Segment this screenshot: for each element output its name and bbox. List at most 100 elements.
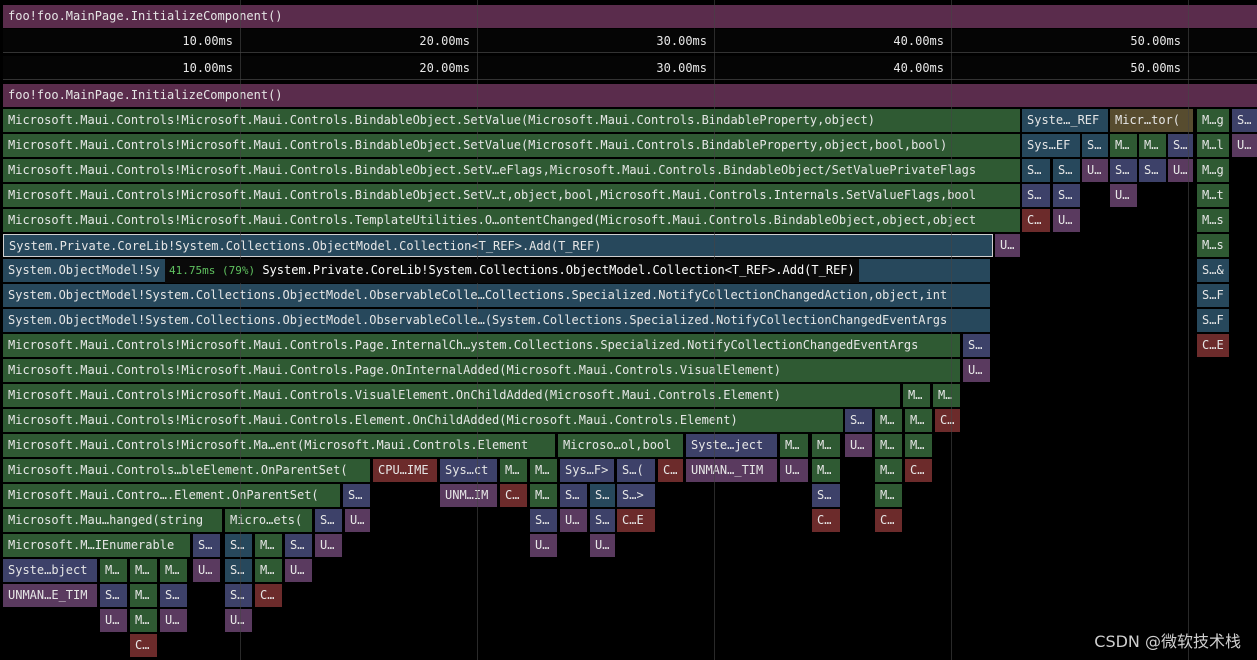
frame[interactable]: C…E (617, 509, 655, 532)
frame[interactable]: U… (1053, 209, 1080, 232)
frame[interactable]: S… (1022, 159, 1050, 182)
frame[interactable]: S… (1082, 134, 1108, 157)
frame[interactable]: C… (875, 509, 902, 532)
frame[interactable]: M… (255, 559, 282, 582)
frame[interactable]: Microsoft.M…IEnumerable (3, 534, 190, 557)
frame[interactable]: U… (285, 559, 312, 582)
frame[interactable]: CPU…IME (373, 459, 437, 482)
frame[interactable]: S… (590, 484, 615, 507)
frame[interactable]: Microsoft.Maui.Controls!Microsoft.Maui.C… (3, 159, 1020, 182)
frame[interactable]: M… (1139, 134, 1166, 157)
frame[interactable]: U… (995, 234, 1020, 257)
frame[interactable]: U… (1082, 159, 1108, 182)
frame[interactable]: S…& (1197, 259, 1229, 282)
frame[interactable]: S… (193, 534, 220, 557)
frame[interactable]: U… (225, 609, 252, 632)
frame[interactable]: Microsoft.Maui.Controls…bleElement.OnPar… (3, 459, 370, 482)
frame[interactable]: M… (780, 434, 808, 457)
frame[interactable]: Micro…ets( (225, 509, 312, 532)
frame[interactable]: C…E (1197, 334, 1229, 357)
frame[interactable]: C… (658, 459, 683, 482)
frame[interactable]: M…s (1197, 234, 1229, 257)
frame[interactable]: U… (100, 609, 127, 632)
frame[interactable]: System.ObjectModel!System.Collections.Ob… (3, 309, 990, 332)
frame[interactable]: U… (345, 509, 370, 532)
frame[interactable]: S…F (1197, 309, 1229, 332)
frame[interactable]: Microsoft.Maui.Controls!Microsoft.Maui.C… (3, 109, 1020, 132)
frame[interactable]: M… (875, 484, 902, 507)
frame[interactable]: M… (130, 609, 157, 632)
frame[interactable]: M… (100, 559, 127, 582)
frame[interactable]: C… (1022, 209, 1050, 232)
frame[interactable]: C… (130, 634, 157, 657)
frame[interactable]: M… (903, 384, 930, 407)
frame[interactable]: System.ObjectModel!System.Collections.Ob… (3, 284, 990, 307)
frame[interactable]: UNMAN…_TIM (686, 459, 777, 482)
frame[interactable]: S…> (617, 484, 655, 507)
frame[interactable]: C… (812, 509, 840, 532)
frame[interactable]: U… (1232, 134, 1257, 157)
frame[interactable]: M… (875, 434, 902, 457)
frame[interactable]: U… (963, 359, 990, 382)
frame[interactable]: S… (343, 484, 370, 507)
frame[interactable]: Microsoft.Mau…hanged(string (3, 509, 222, 532)
frame[interactable]: Microsoft.Maui.Controls!Microsoft.Maui.C… (3, 359, 960, 382)
frame[interactable]: S… (225, 534, 252, 557)
frame[interactable]: Sys…F> (560, 459, 614, 482)
frame[interactable]: S… (1139, 159, 1166, 182)
frame[interactable]: S… (530, 509, 557, 532)
frame[interactable]: U… (590, 534, 615, 557)
frame[interactable]: Microso…ol,bool (558, 434, 683, 457)
frame[interactable]: S… (225, 584, 252, 607)
frame[interactable]: U… (315, 534, 342, 557)
frame[interactable]: M… (530, 484, 557, 507)
frame[interactable]: S… (1022, 184, 1050, 207)
frame[interactable]: U… (560, 509, 587, 532)
frame[interactable]: S…F (1197, 284, 1229, 307)
frame[interactable]: M… (160, 559, 187, 582)
frame[interactable]: Syste…ject (686, 434, 777, 457)
frame[interactable]: C… (255, 584, 282, 607)
frame[interactable]: S… (315, 509, 342, 532)
frame[interactable]: U… (845, 434, 872, 457)
frame[interactable]: Syste…_REF (1022, 109, 1108, 132)
frame[interactable]: S… (590, 509, 615, 532)
frame[interactable]: S… (225, 559, 252, 582)
frame[interactable]: Microsoft.Maui.Controls!Microsoft.Ma…ent… (3, 434, 555, 457)
frame[interactable]: M… (130, 559, 157, 582)
frame[interactable]: S… (1053, 184, 1080, 207)
frame[interactable]: M… (812, 459, 840, 482)
frame[interactable]: Micr…tor( (1110, 109, 1193, 132)
frame[interactable]: Microsoft.Maui.Controls!Microsoft.Maui.C… (3, 134, 1020, 157)
frame[interactable]: Microsoft.Maui.Contro….Element.OnParentS… (3, 484, 340, 507)
frame[interactable]: M… (500, 459, 527, 482)
frame[interactable]: Syste…bject (3, 559, 97, 582)
frame[interactable]: M… (255, 534, 282, 557)
frame[interactable]: M…g (1197, 109, 1229, 132)
frame[interactable]: Sys…EF (1022, 134, 1080, 157)
frame[interactable]: M… (875, 409, 902, 432)
frame[interactable]: Microsoft.Maui.Controls!Microsoft.Maui.C… (3, 184, 1020, 207)
frame[interactable]: M… (812, 434, 840, 457)
frame[interactable]: foo!foo.MainPage.InitializeComponent() (3, 84, 1257, 107)
frame[interactable]: S… (1168, 134, 1193, 157)
frame[interactable]: M… (130, 584, 157, 607)
frame[interactable]: Sys…ct (440, 459, 497, 482)
frame[interactable]: S… (1110, 159, 1137, 182)
frame[interactable]: S… (560, 484, 587, 507)
frame[interactable]: M… (905, 434, 932, 457)
frame[interactable]: M… (875, 459, 902, 482)
frame[interactable]: S… (1232, 109, 1257, 132)
frame[interactable]: U… (193, 559, 220, 582)
frame[interactable]: S… (285, 534, 312, 557)
frame[interactable]: S… (100, 584, 127, 607)
frame[interactable]: C… (935, 409, 960, 432)
frame[interactable]: S… (963, 334, 990, 357)
frame[interactable]: C… (905, 459, 932, 482)
frame[interactable]: C… (500, 484, 527, 507)
frame[interactable]: System.Private.CoreLib!System.Collection… (3, 234, 993, 257)
frame[interactable]: M…l (1197, 134, 1229, 157)
frame[interactable]: S… (845, 409, 872, 432)
frame[interactable]: U… (1110, 184, 1137, 207)
frame[interactable]: Microsoft.Maui.Controls!Microsoft.Maui.C… (3, 409, 843, 432)
